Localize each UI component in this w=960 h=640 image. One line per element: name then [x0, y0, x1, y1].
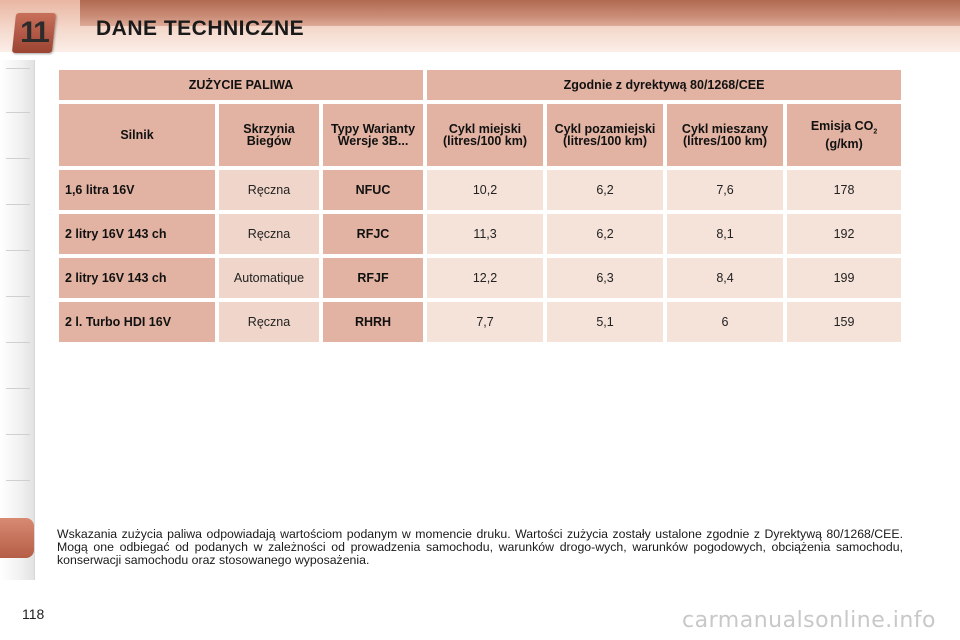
table-section-row: ZUŻYCIE PALIWA Zgodnie z dyrektywą 80/12…: [59, 70, 902, 100]
cell-urban: 10,2: [427, 170, 544, 210]
cell-engine: 2 litry 16V 143 ch: [59, 258, 215, 298]
cell-engine: 2 l. Turbo HDI 16V: [59, 302, 215, 342]
tab-divider: [6, 342, 30, 343]
cell-urban: 12,2: [427, 258, 544, 298]
tab-divider: [6, 250, 30, 251]
table-row: 2 litry 16V 143 ch Automatique RFJF 12,2…: [59, 258, 902, 298]
table-header-row: Silnik Skrzynia Biegów Typy Warianty Wer…: [59, 104, 902, 166]
cell-version: RFJC: [323, 214, 424, 254]
col-header-urban: Cykl miejski (litres/100 km): [427, 104, 544, 166]
cell-co2: 159: [787, 302, 902, 342]
cell-gearbox: Ręczna: [219, 214, 319, 254]
co2-unit: (g/km): [825, 137, 863, 152]
col-header-engine: Silnik: [59, 104, 215, 166]
cell-gearbox: Ręczna: [219, 302, 319, 342]
fuel-consumption-table: ZUŻYCIE PALIWA Zgodnie z dyrektywą 80/12…: [55, 66, 905, 346]
tab-divider: [6, 388, 30, 389]
tab-divider: [6, 158, 30, 159]
cell-urban: 11,3: [427, 214, 544, 254]
cell-combined: 7,6: [667, 170, 784, 210]
co2-label: Emisja CO: [810, 118, 874, 133]
section-title-directive: Zgodnie z dyrektywą 80/1268/CEE: [427, 70, 902, 100]
cell-version: RHRH: [323, 302, 424, 342]
cell-version: NFUC: [323, 170, 424, 210]
cell-extra-urban: 6,2: [547, 214, 664, 254]
section-title-fuel: ZUŻYCIE PALIWA: [59, 70, 424, 100]
col-header-version: Typy Warianty Wersje 3B...: [323, 104, 424, 166]
cell-engine: 1,6 litra 16V: [59, 170, 215, 210]
cell-urban: 7,7: [427, 302, 544, 342]
col-header-combined: Cykl mieszany (litres/100 km): [667, 104, 784, 166]
tab-divider: [6, 68, 30, 69]
cell-combined: 6: [667, 302, 784, 342]
cell-extra-urban: 5,1: [547, 302, 664, 342]
side-tab-active[interactable]: [0, 518, 34, 558]
cell-gearbox: Ręczna: [219, 170, 319, 210]
footnote-text: Wskazania zużycia paliwa odpowiadają war…: [57, 527, 903, 567]
cell-co2: 192: [787, 214, 902, 254]
watermark: carmanualsonline.info: [682, 608, 936, 633]
tab-divider: [6, 434, 30, 435]
tab-divider: [6, 480, 30, 481]
page-title: DANE TECHNICZNE: [96, 17, 305, 40]
col-header-co2: Emisja CO2 (g/km): [787, 104, 902, 166]
col-header-extra-urban: Cykl pozamiejski (litres/100 km): [547, 104, 664, 166]
co2-subscript: 2: [873, 128, 878, 136]
cell-engine: 2 litry 16V 143 ch: [59, 214, 215, 254]
tab-divider: [6, 112, 30, 113]
tab-divider: [6, 296, 30, 297]
table-row: 1,6 litra 16V Ręczna NFUC 10,2 6,2 7,6 1…: [59, 170, 902, 210]
tab-divider: [6, 204, 30, 205]
cell-combined: 8,1: [667, 214, 784, 254]
table-row: 2 l. Turbo HDI 16V Ręczna RHRH 7,7 5,1 6…: [59, 302, 902, 342]
cell-extra-urban: 6,3: [547, 258, 664, 298]
page-number: 118: [22, 606, 45, 622]
chapter-number: 11: [20, 16, 50, 49]
header-band-top: [80, 0, 960, 26]
col-header-gearbox: Skrzynia Biegów: [219, 104, 319, 166]
cell-combined: 8,4: [667, 258, 784, 298]
cell-co2: 178: [787, 170, 902, 210]
cell-extra-urban: 6,2: [547, 170, 664, 210]
side-tab-strip: [0, 60, 35, 580]
cell-gearbox: Automatique: [219, 258, 319, 298]
cell-version: RFJF: [323, 258, 424, 298]
cell-co2: 199: [787, 258, 902, 298]
table-row: 2 litry 16V 143 ch Ręczna RFJC 11,3 6,2 …: [59, 214, 902, 254]
